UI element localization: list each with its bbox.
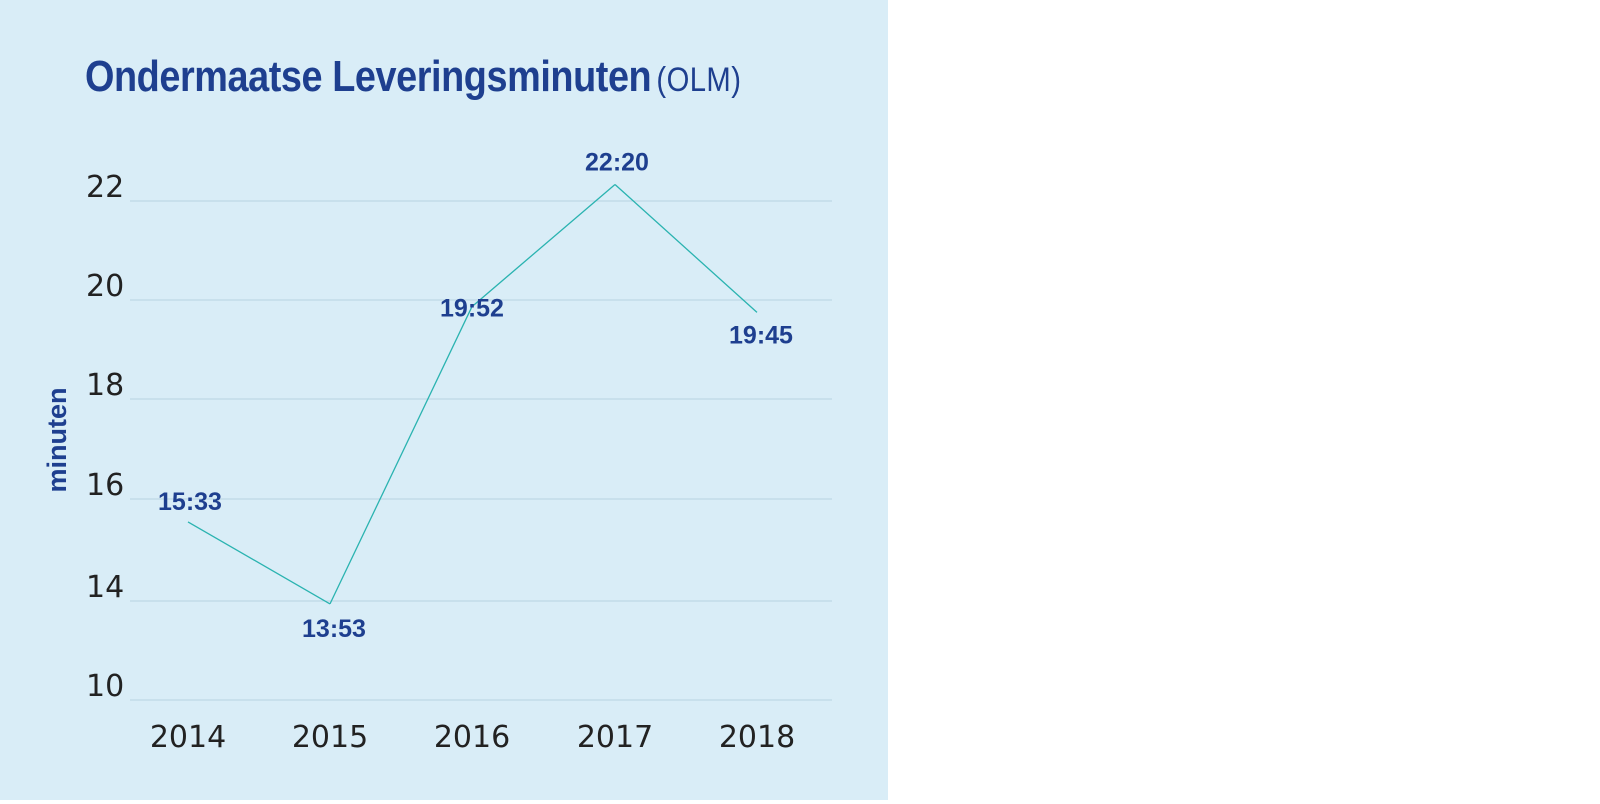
data-label: 15:33 (158, 488, 222, 516)
x-tick-label: 2018 (719, 720, 795, 755)
series-line-segment (187, 521, 331, 605)
chart-title-suffix: (OLM) (656, 61, 742, 99)
chart-title-text: Ondermaatse Leveringsminuten (85, 52, 652, 101)
y-tick-label: 16 (86, 468, 124, 503)
series-line-segment (614, 184, 758, 313)
chart-panel (0, 0, 888, 800)
data-label: 19:45 (729, 321, 793, 349)
series-line-group (187, 184, 758, 605)
data-label: 19:52 (440, 295, 504, 323)
data-label: 13:53 (302, 615, 366, 643)
y-axis-label: minuten (42, 388, 72, 493)
grid-lines (130, 200, 832, 701)
data-labels: 15:33 13:53 19:52 22:20 19:45 (158, 149, 793, 643)
x-tick-label: 2014 (150, 720, 226, 755)
series-line-segment (471, 184, 616, 308)
y-tick-label: 10 (86, 669, 124, 704)
x-tick-label: 2015 (292, 720, 368, 755)
x-axis-tick-labels: 2014 2015 2016 2017 2018 (150, 720, 795, 755)
series-line-segment (329, 306, 473, 605)
chart-title: Ondermaatse Leveringsminuten (OLM) (85, 52, 741, 102)
x-tick-label: 2016 (434, 720, 510, 755)
y-axis-tick-labels: 10 14 16 18 20 22 (86, 170, 124, 704)
x-tick-label: 2017 (577, 720, 653, 755)
y-tick-label: 18 (86, 368, 124, 403)
y-tick-label: 20 (86, 269, 124, 304)
y-tick-label: 14 (86, 570, 124, 605)
y-tick-label: 22 (86, 170, 124, 205)
data-label: 22:20 (585, 149, 649, 177)
